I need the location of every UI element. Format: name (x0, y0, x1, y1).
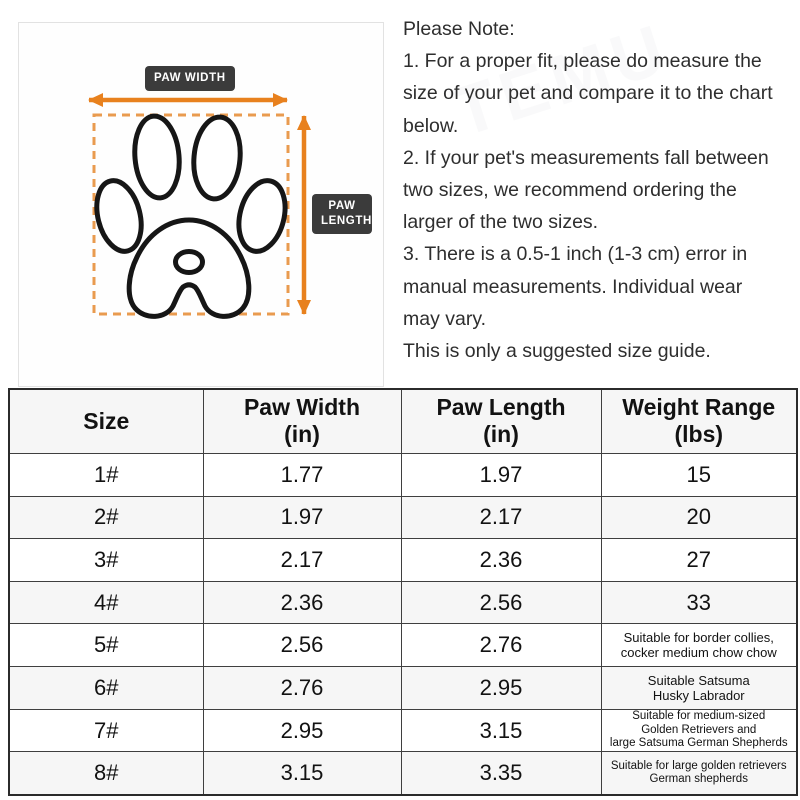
notes-line: larger of the two sizes. (403, 211, 599, 234)
size-cell: 2# (8, 495, 204, 540)
weight-cell: 27 (600, 538, 798, 582)
notes-line: two sizes, we recommend ordering the (403, 179, 737, 202)
weight-note-line: Husky Labrador (652, 687, 745, 703)
weight-cell: 15 (600, 452, 798, 497)
header-paw-length-unit: (in) (483, 421, 519, 448)
table-row: 3# 2.17 2.36 27 (8, 538, 798, 582)
table-row: 4# 2.36 2.56 33 (8, 580, 798, 625)
header-paw-length-label: Paw Length (436, 394, 566, 421)
table-row: 2# 1.97 2.17 20 (8, 495, 798, 540)
header-size: Size (8, 388, 204, 454)
paw-length-label-line2: LENGTH (321, 214, 372, 227)
header-weight-range-unit: (lbs) (674, 421, 724, 448)
paw-length-label-line1: PAW (328, 200, 356, 212)
paw-width-cell: 1.97 (202, 495, 402, 540)
weight-note-line: Suitable for border collies, (623, 629, 774, 645)
paw-length-cell: 2.56 (400, 580, 602, 625)
header-weight-range: Weight Range (lbs) (600, 388, 798, 454)
notes-line: may vary. (403, 307, 487, 330)
header-paw-length: Paw Length (in) (400, 388, 602, 454)
paw-width-cell: 2.95 (202, 708, 402, 753)
size-cell: 4# (8, 580, 204, 625)
paw-width-cell: 1.77 (202, 452, 402, 497)
paw-length-label: PAW LENGTH (312, 194, 372, 234)
notes-line: manual measurements. Individual wear (403, 275, 743, 298)
notes-line: 3. There is a 0.5-1 inch (1-3 cm) error … (403, 243, 748, 266)
header-paw-width-unit: (in) (284, 421, 320, 448)
paw-width-cell: 2.17 (202, 538, 402, 582)
paw-measure-diagram: PAW WIDTH PAW LENGTH (18, 22, 384, 387)
notes-line: This is only a suggested size guide. (403, 340, 711, 363)
paw-print-icon (94, 113, 288, 319)
table-row: 1# 1.77 1.97 15 (8, 452, 798, 497)
weight-note-line: German shepherds (649, 773, 748, 786)
weight-note-line: Golden Retrievers and (641, 723, 757, 736)
size-cell: 5# (8, 623, 204, 668)
weight-note-cell: Suitable Satsuma Husky Labrador (600, 666, 798, 710)
paw-width-cell: 2.76 (202, 666, 402, 710)
notes-line: 2. If your pet's measurements fall betwe… (403, 146, 769, 169)
paw-length-cell: 3.35 (400, 751, 602, 796)
table-row: 6# 2.76 2.95 Suitable Satsuma Husky Labr… (8, 666, 798, 710)
paw-width-cell: 2.56 (202, 623, 402, 668)
paw-length-cell: 3.15 (400, 708, 602, 753)
weight-note-line: Suitable Satsuma (647, 672, 750, 688)
weight-note-cell: Suitable for border collies, cocker medi… (600, 623, 798, 668)
notes-title: Please Note: (403, 18, 515, 40)
weight-note-cell: Suitable for medium-sized Golden Retriev… (600, 708, 798, 753)
weight-note-cell: Suitable for large golden retrievers Ger… (600, 751, 798, 796)
paw-print-diagram-icon (88, 93, 311, 319)
weight-cell: 20 (600, 495, 798, 540)
size-cell: 6# (8, 666, 204, 710)
size-cell: 7# (8, 708, 204, 753)
table-row: 7# 2.95 3.15 Suitable for medium-sized G… (8, 708, 798, 753)
table-row: 8# 3.15 3.35 Suitable for large golden r… (8, 751, 798, 796)
paw-length-cell: 2.17 (400, 495, 602, 540)
paw-width-cell: 2.36 (202, 580, 402, 625)
header-weight-range-label: Weight Range (622, 394, 776, 421)
weight-note-line: Suitable for medium-sized (632, 710, 766, 723)
notes-line: 1. For a proper fit, please do measure t… (403, 50, 762, 73)
weight-note-line: large Satsuma German Shepherds (609, 737, 788, 750)
paw-length-cell: 2.36 (400, 538, 602, 582)
size-cell: 1# (8, 452, 204, 497)
paw-width-label: PAW WIDTH (145, 66, 235, 91)
size-cell: 3# (8, 538, 204, 582)
dashed-measure-box (92, 113, 290, 316)
notes-line: below. (403, 114, 459, 137)
size-chart-table: Size Paw Width (in) Paw Length (in) Weig… (8, 388, 798, 796)
weight-note-line: Suitable for large golden retrievers (610, 759, 787, 772)
notes-block: Please Note: 1. For a proper fit, please… (403, 13, 800, 367)
size-cell: 8# (8, 751, 204, 796)
weight-cell: 33 (600, 580, 798, 625)
table-header-row: Size Paw Width (in) Paw Length (in) Weig… (8, 388, 798, 454)
paw-length-cell: 2.95 (400, 666, 602, 710)
paw-length-cell: 1.97 (400, 452, 602, 497)
paw-width-cell: 3.15 (202, 751, 402, 796)
header-size-label: Size (83, 407, 130, 434)
table-row: 5# 2.56 2.76 Suitable for border collies… (8, 623, 798, 668)
paw-length-cell: 2.76 (400, 623, 602, 668)
notes-line: size of your pet and compare it to the c… (403, 82, 773, 105)
header-paw-width-label: Paw Width (243, 394, 361, 421)
weight-note-line: cocker medium chow chow (620, 645, 777, 661)
header-paw-width: Paw Width (in) (202, 388, 402, 454)
